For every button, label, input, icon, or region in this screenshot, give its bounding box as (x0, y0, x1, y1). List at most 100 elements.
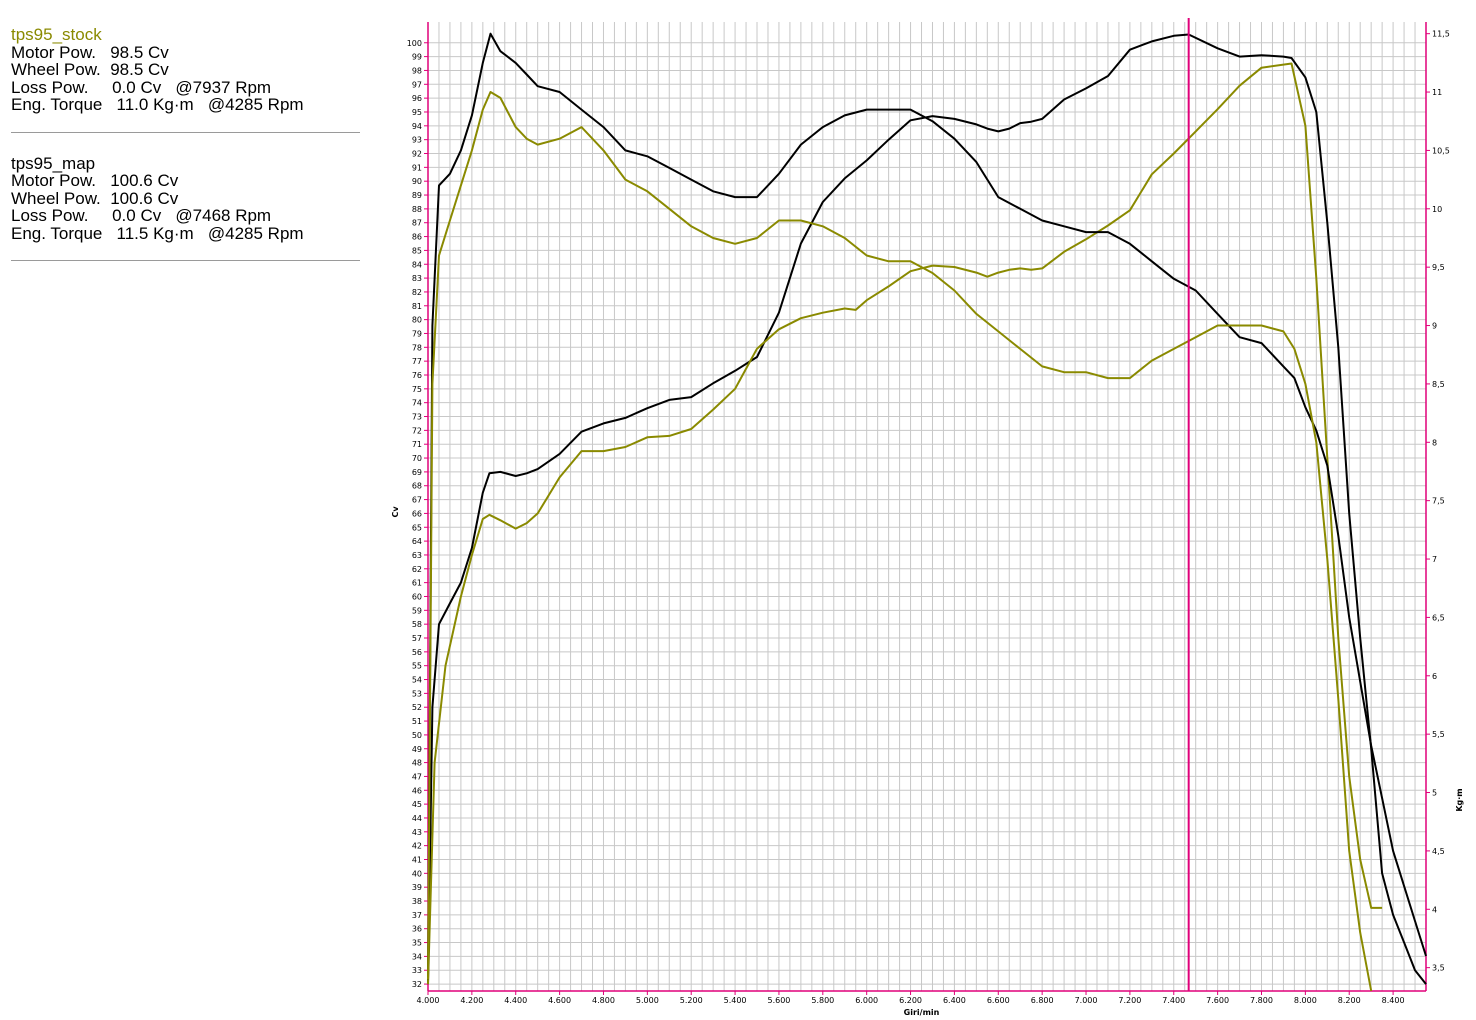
y-left-tick-label: 35 (412, 939, 422, 948)
y-right-tick-label: 10,5 (1432, 146, 1450, 155)
y-left-tick-label: 55 (412, 662, 422, 671)
y-axis-title-left: Cv (391, 506, 400, 518)
x-tick-label: 7.200 (1118, 996, 1141, 1005)
y-left-tick-label: 96 (412, 94, 422, 103)
x-tick-label: 8.000 (1294, 996, 1317, 1005)
y-left-tick-label: 79 (412, 329, 422, 338)
y-left-tick-label: 97 (412, 80, 422, 89)
wheel-power-stock: Wheel Pow. 98.5 Cv (11, 60, 169, 79)
x-tick-label: 4.000 (417, 996, 440, 1005)
y-left-tick-label: 70 (412, 454, 422, 463)
y-left-tick-label: 80 (412, 316, 422, 325)
x-tick-label: 5.600 (767, 996, 790, 1005)
x-tick-label: 4.600 (548, 996, 571, 1005)
run-name-map: tps95_map (11, 153, 96, 173)
y-left-tick-label: 73 (412, 413, 422, 422)
x-tick-label: 6.400 (943, 996, 966, 1005)
y-right-tick-label: 4,5 (1432, 847, 1445, 856)
x-tick-label: 8.200 (1338, 996, 1361, 1005)
x-tick-label: 5.400 (724, 996, 747, 1005)
run-name-stock: tps95_stock (11, 25, 102, 44)
y-left-tick-label: 47 (412, 772, 422, 781)
y-axis-title-right: Kg·m (1455, 788, 1464, 811)
y-left-tick-label: 91 (412, 163, 422, 172)
y-right-tick-label: 8,5 (1432, 380, 1445, 389)
motor-power-stock: Motor Pow. 98.5 Cv (11, 42, 169, 62)
y-right-tick-label: 5,5 (1432, 730, 1445, 739)
y-left-tick-label: 42 (412, 842, 422, 851)
y-right-tick-label: 7 (1432, 555, 1437, 564)
y-left-tick-label: 64 (412, 537, 422, 546)
y-left-tick-label: 94 (412, 122, 422, 131)
y-left-tick-label: 100 (407, 39, 422, 48)
y-right-tick-label: 6 (1432, 672, 1437, 681)
x-tick-label: 5.000 (636, 996, 659, 1005)
wheel-power-map: Wheel Pow. 100.6 Cv (11, 188, 179, 208)
x-tick-label: 7.600 (1206, 996, 1229, 1005)
y-left-tick-label: 63 (412, 551, 422, 560)
y-left-tick-label: 74 (412, 399, 422, 408)
y-left-tick-label: 92 (412, 150, 422, 159)
y-left-tick-label: 68 (412, 482, 422, 491)
y-left-tick-label: 99 (412, 53, 422, 62)
x-tick-label: 6.800 (1031, 996, 1054, 1005)
y-left-tick-label: 89 (412, 191, 422, 200)
y-left-tick-label: 41 (412, 855, 422, 864)
y-left-tick-label: 45 (412, 800, 422, 809)
y-left-tick-label: 65 (412, 523, 422, 532)
y-left-tick-label: 52 (412, 703, 422, 712)
x-tick-label: 5.800 (811, 996, 834, 1005)
y-left-tick-label: 69 (412, 468, 422, 477)
series-torque-tps95_stock (427, 91, 1373, 992)
y-left-tick-label: 32 (412, 980, 422, 989)
y-left-tick-label: 39 (412, 883, 422, 892)
y-left-tick-label: 71 (412, 440, 422, 449)
loss-power-map: Loss Pow. 0.0 Cv @7468 Rpm (11, 206, 272, 225)
y-left-tick-label: 72 (412, 426, 422, 435)
y-left-tick-label: 53 (412, 689, 422, 698)
y-right-tick-label: 10 (1432, 205, 1442, 214)
y-left-tick-label: 38 (412, 897, 422, 906)
series-power-tps95_stock (427, 62, 1383, 985)
engine-torque-stock: Eng. Torque 11.0 Kg·m @4285 Rpm (11, 95, 304, 114)
run-summary-map: tps95_map Motor Pow. 100.6 Cv Wheel Pow.… (11, 153, 361, 243)
y-left-tick-label: 62 (412, 565, 422, 574)
x-axis-title: Giri/min (904, 1008, 940, 1017)
x-tick-label: 4.400 (504, 996, 527, 1005)
y-left-tick-label: 57 (412, 634, 422, 643)
x-tick-label: 6.600 (987, 996, 1010, 1005)
y-left-tick-label: 93 (412, 136, 422, 145)
y-left-tick-label: 58 (412, 620, 422, 629)
y-right-tick-label: 6,5 (1432, 613, 1445, 622)
y-left-tick-label: 56 (412, 648, 422, 657)
y-left-tick-label: 87 (412, 219, 422, 228)
run-summary-stock: tps95_stock Motor Pow. 98.5 Cv Wheel Pow… (11, 26, 361, 114)
y-left-tick-label: 44 (412, 814, 422, 823)
y-left-tick-label: 40 (412, 869, 422, 878)
y-left-tick-label: 77 (412, 357, 422, 366)
y-left-tick-label: 86 (412, 233, 422, 242)
y-left-tick-label: 61 (412, 579, 422, 588)
y-left-tick-label: 95 (412, 108, 422, 117)
y-left-tick-label: 90 (412, 177, 422, 186)
y-left-tick-label: 43 (412, 828, 422, 837)
y-left-tick-label: 46 (412, 786, 422, 795)
y-left-tick-label: 59 (412, 606, 422, 615)
x-tick-label: 7.400 (1162, 996, 1185, 1005)
y-right-tick-label: 4 (1432, 905, 1437, 914)
y-right-tick-label: 9 (1432, 322, 1437, 331)
engine-torque-map: Eng. Torque 11.5 Kg·m @4285 Rpm (11, 223, 304, 243)
y-left-tick-label: 98 (412, 66, 422, 75)
x-tick-label: 6.200 (899, 996, 922, 1005)
y-left-tick-label: 81 (412, 302, 422, 311)
y-left-tick-label: 75 (412, 385, 422, 394)
legend-divider (11, 131, 360, 133)
y-right-tick-label: 9,5 (1432, 263, 1445, 272)
y-left-tick-label: 37 (412, 911, 422, 920)
y-left-tick-label: 34 (412, 952, 422, 961)
legend-panel: tps95_stock Motor Pow. 98.5 Cv Wheel Pow… (11, 26, 361, 283)
x-tick-label: 7.000 (1075, 996, 1098, 1005)
x-tick-label: 6.000 (855, 996, 878, 1005)
y-left-tick-label: 78 (412, 343, 422, 352)
